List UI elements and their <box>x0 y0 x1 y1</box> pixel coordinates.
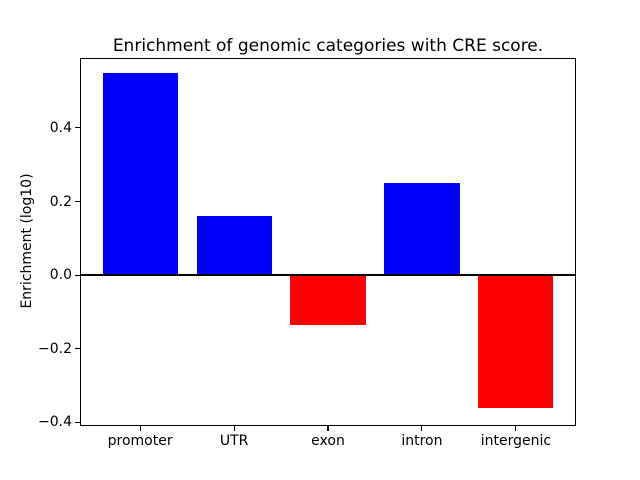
bar-exon <box>290 275 366 325</box>
x-tick-label-intergenic: intergenic <box>480 433 552 449</box>
x-tick-mark <box>421 426 423 431</box>
bar-promoter <box>102 72 178 276</box>
y-tick-mark <box>75 348 80 350</box>
y-tick-label: 0.4 <box>49 119 72 136</box>
x-tick-label-intron: intron <box>401 433 443 449</box>
plot-area <box>80 58 576 426</box>
zero-line <box>80 274 576 277</box>
y-tick-label: −0.4 <box>38 414 72 431</box>
x-tick-mark <box>515 426 517 431</box>
x-tick-mark <box>327 426 329 431</box>
x-tick-label-promoter: promoter <box>107 433 173 449</box>
bar-intron <box>384 183 460 276</box>
chart-title: Enrichment of genomic categories with CR… <box>112 36 544 56</box>
y-tick-mark <box>75 200 80 203</box>
y-tick-mark <box>75 421 80 423</box>
bar-intergenic <box>478 275 554 408</box>
y-tick-label: 0.2 <box>49 193 72 210</box>
bar-UTR <box>196 216 272 276</box>
x-tick-mark <box>233 426 235 431</box>
y-tick-label: 0.0 <box>49 267 72 284</box>
y-tick-label: −0.2 <box>38 340 72 357</box>
x-tick-label-UTR: UTR <box>219 433 249 449</box>
x-tick-mark <box>139 426 141 431</box>
y-tick-mark <box>75 274 80 276</box>
y-tick-mark <box>75 127 80 129</box>
x-tick-label-exon: exon <box>311 433 345 449</box>
